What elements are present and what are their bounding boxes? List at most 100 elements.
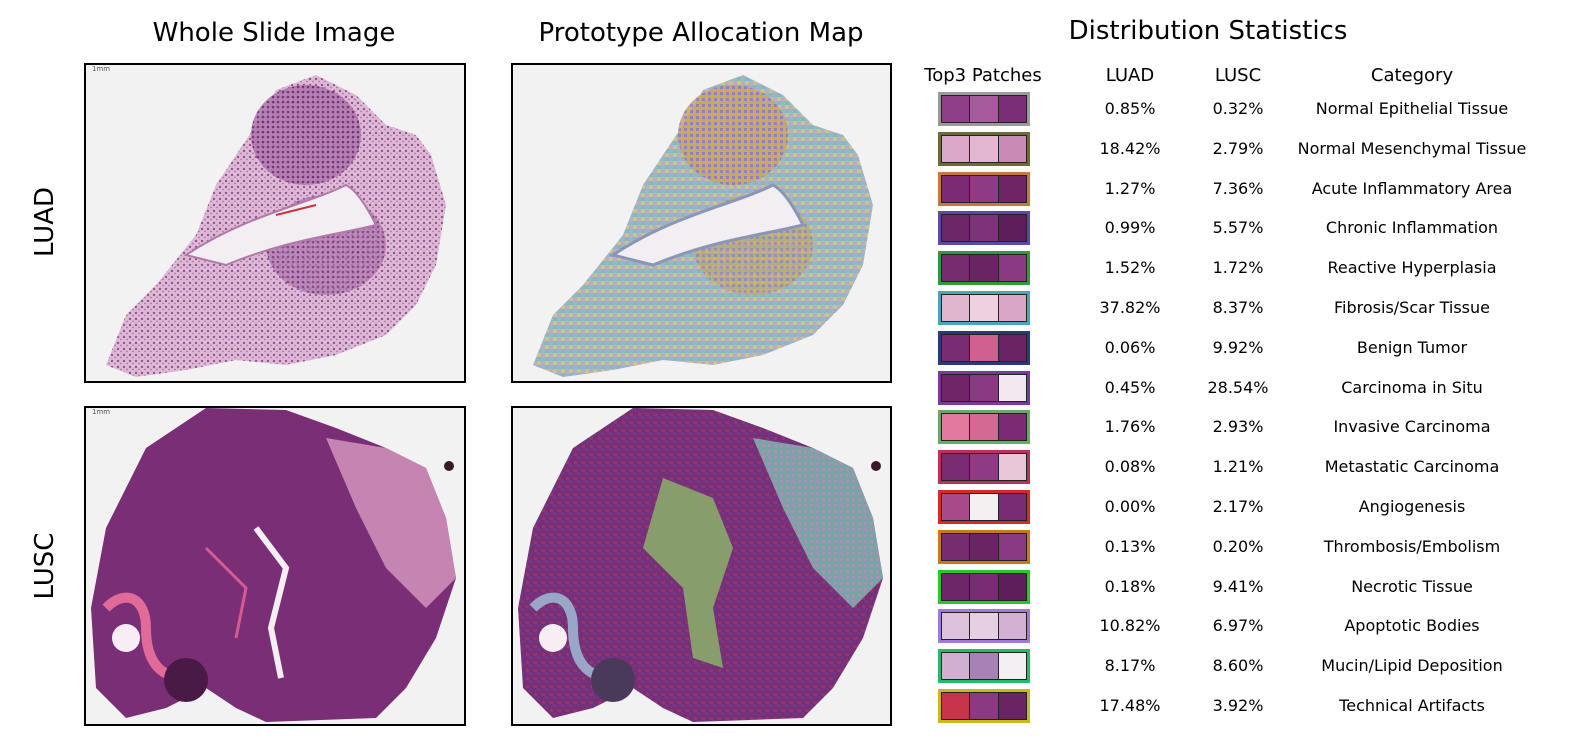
patch-tile (998, 693, 1026, 719)
top3-patches-thumbnail (938, 330, 1030, 365)
lusc-percentage: 0.32% (1212, 99, 1264, 118)
top3-patches-thumbnail (938, 211, 1030, 246)
luad-percentage: 18.42% (1099, 138, 1161, 158)
luad-percentage: 0.45% (1104, 377, 1156, 397)
category-label: Angiogenesis (1358, 497, 1466, 516)
patch-tile (970, 215, 998, 242)
luad-percentage: 0.18% (1104, 576, 1156, 596)
patch-tile (998, 533, 1026, 560)
category-label: Acute Inflammatory Area (1311, 178, 1513, 198)
lusc-slide-image (91, 408, 456, 722)
patch-tile (998, 334, 1026, 361)
patch-tile (998, 454, 1026, 481)
patch-tile (942, 533, 970, 560)
luad-percentage: 0.85% (1104, 99, 1156, 118)
patch-tile (942, 135, 970, 162)
lusc-percentage: 6.97% (1212, 616, 1264, 636)
patch-tile (998, 414, 1026, 441)
header-luad: LUAD (1105, 65, 1155, 86)
category-label: Normal Mesenchymal Tissue (1297, 138, 1527, 158)
category-label: Carcinoma in Situ (1341, 377, 1483, 397)
patch-tile (942, 613, 970, 640)
patch-tile (942, 334, 970, 361)
top3-patches-thumbnail (938, 689, 1030, 723)
patch-tile (970, 454, 998, 481)
patch-tile (970, 494, 998, 520)
category-label: Necrotic Tissue (1351, 576, 1473, 596)
patch-tile (942, 454, 970, 481)
luad-percentage: 8.17% (1104, 656, 1156, 676)
patch-tile (970, 135, 998, 162)
luad-percentage: 0.99% (1104, 218, 1156, 238)
lusc-percentage: 9.92% (1212, 337, 1264, 357)
category-label: Chronic Inflammation (1325, 218, 1499, 238)
top3-patches-thumbnail (938, 291, 1030, 325)
top3-patches-thumbnail (938, 649, 1030, 684)
top3-patches-thumbnail (938, 609, 1030, 644)
category-label: Fibrosis/Scar Tissue (1334, 298, 1490, 317)
patch-tile (942, 175, 970, 202)
header-lusc: LUSC (1214, 65, 1262, 86)
scale-bar-label: 1mm (92, 408, 111, 416)
patch-tile (998, 494, 1026, 520)
patch-tile (998, 374, 1026, 401)
top3-patches-thumbnail (938, 490, 1030, 524)
patch-tile (942, 96, 970, 122)
top3-patches-thumbnail (938, 171, 1030, 206)
row-label-lusc: LUSC (30, 532, 60, 600)
patch-tile (942, 693, 970, 719)
category-label: Benign Tumor (1356, 337, 1468, 357)
top3-patches-thumbnail (938, 529, 1030, 564)
patch-tile (998, 573, 1026, 600)
lusc-percentage: 5.57% (1212, 218, 1264, 238)
patch-tile (970, 613, 998, 640)
lusc-percentage: 8.37% (1212, 298, 1264, 317)
patch-tile (998, 255, 1026, 282)
top3-patches-thumbnail (938, 410, 1030, 445)
patch-tile (970, 653, 998, 680)
top3-patches-thumbnail (938, 450, 1030, 485)
luad-percentage: 0.08% (1104, 457, 1156, 477)
lusc-percentage: 9.41% (1212, 576, 1264, 596)
luad-percentage: 37.82% (1099, 298, 1161, 317)
patch-tile (970, 295, 998, 321)
patch-tile (942, 374, 970, 401)
patch-tile (998, 215, 1026, 242)
top3-patches-thumbnail (938, 370, 1030, 405)
luad-percentage: 1.52% (1104, 258, 1156, 278)
category-label: Invasive Carcinoma (1333, 417, 1491, 437)
luad-percentage: 0.06% (1104, 337, 1156, 357)
luad-percentage: 10.82% (1099, 616, 1161, 636)
top3-patches-thumbnail (938, 251, 1030, 286)
luad-percentage: 1.27% (1104, 178, 1156, 198)
patch-tile (970, 334, 998, 361)
patch-tile (998, 613, 1026, 640)
category-label: Normal Epithelial Tissue (1315, 99, 1509, 118)
patch-tile (998, 175, 1026, 202)
lusc-percentage: 8.60% (1212, 656, 1264, 676)
scale-bar-label: 1mm (92, 65, 111, 73)
patch-tile (942, 215, 970, 242)
patch-tile (970, 414, 998, 441)
wsi-luad-panel: 1mm (84, 63, 466, 383)
patch-tile (942, 573, 970, 600)
luad-percentage: 0.00% (1104, 497, 1156, 516)
top3-patches-thumbnail (938, 569, 1030, 604)
category-label: Mucin/Lipid Deposition (1321, 656, 1503, 676)
wsi-title: Whole Slide Image (152, 18, 396, 48)
patch-tile (998, 653, 1026, 680)
patch-tile (970, 175, 998, 202)
patch-tile (970, 533, 998, 560)
wsi-lusc-panel: 1mm (84, 406, 466, 726)
lusc-percentage: 0.20% (1212, 536, 1264, 556)
lusc-prototype-map (518, 408, 883, 722)
header-category: Category (1370, 65, 1454, 86)
category-label: Reactive Hyperplasia (1327, 258, 1497, 278)
lusc-percentage: 2.17% (1212, 497, 1264, 516)
patch-tile (970, 255, 998, 282)
patch-tile (970, 374, 998, 401)
luad-prototype-map (533, 75, 873, 377)
patch-tile (942, 653, 970, 680)
lusc-percentage: 28.54% (1207, 377, 1269, 397)
patch-tile (998, 295, 1026, 321)
